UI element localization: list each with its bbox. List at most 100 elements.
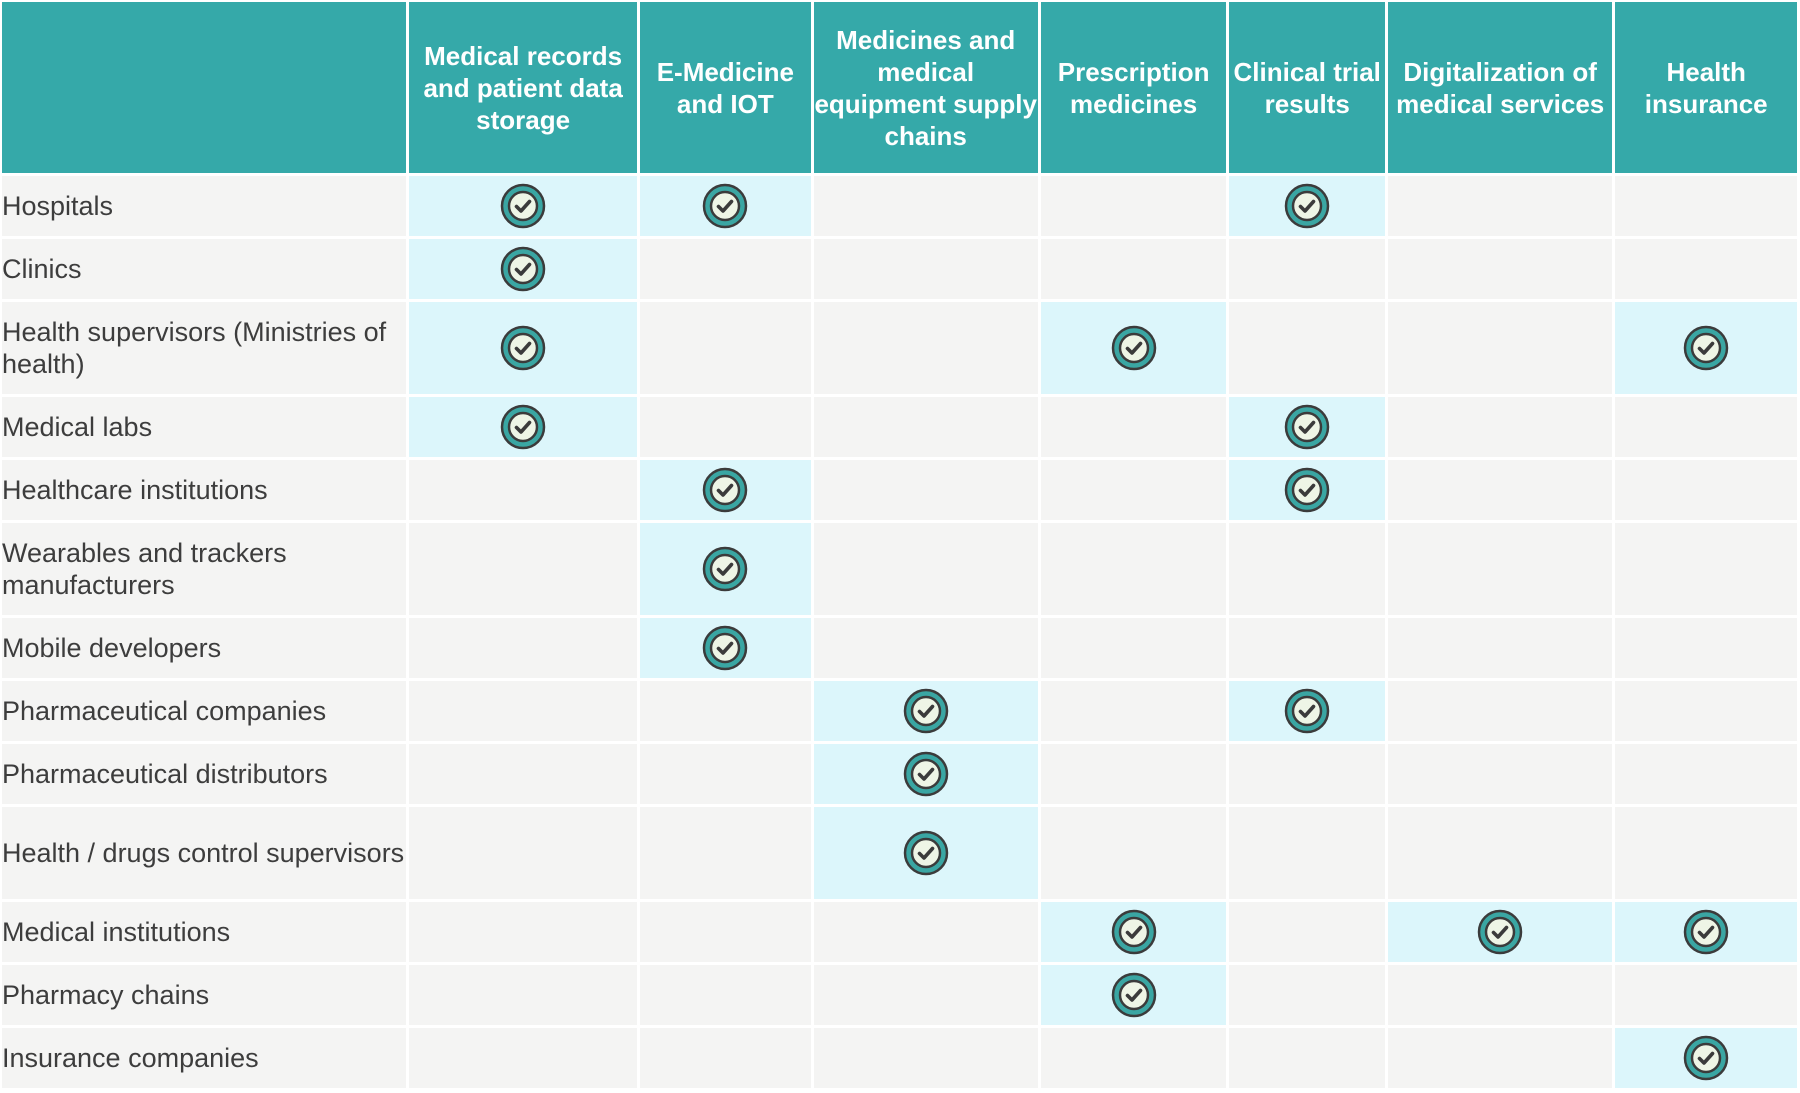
table-row: Insurance companies <box>2 1028 1797 1088</box>
checked-cell <box>409 176 638 236</box>
row-label: Health / drugs control supervisors <box>2 807 407 899</box>
empty-cell <box>1387 397 1613 457</box>
check-circle-icon <box>702 546 748 592</box>
empty-cell <box>1229 902 1385 962</box>
empty-cell <box>813 523 1038 615</box>
checked-cell <box>409 302 638 394</box>
column-header-e-medicine: E-Medicine and IOT <box>640 2 811 173</box>
check-circle-icon <box>702 625 748 671</box>
check-circle-icon <box>1111 325 1157 371</box>
empty-cell <box>1040 397 1227 457</box>
checked-cell <box>1229 176 1385 236</box>
table-row: Health / drugs control supervisors <box>2 807 1797 899</box>
column-header-clinical-trial-results: Clinical trial results <box>1229 2 1385 173</box>
empty-cell <box>1229 965 1385 1025</box>
empty-cell <box>640 902 811 962</box>
row-label: Wearables and trackers manufacturers <box>2 523 407 615</box>
check-circle-icon <box>1284 688 1330 734</box>
empty-cell <box>1615 618 1797 678</box>
empty-cell <box>1040 523 1227 615</box>
row-label: Health supervisors (Ministries of health… <box>2 302 407 394</box>
checked-cell <box>1229 681 1385 741</box>
checked-cell <box>640 460 811 520</box>
row-label: Hospitals <box>2 176 407 236</box>
column-header-digitalization: Digitalization of medical services <box>1387 2 1613 173</box>
table-row: Clinics <box>2 239 1797 299</box>
check-circle-icon <box>702 467 748 513</box>
column-header-supply-chains: Medicines and medical equipment supply c… <box>813 2 1038 173</box>
checked-cell <box>1229 460 1385 520</box>
empty-cell <box>813 302 1038 394</box>
checked-cell <box>409 239 638 299</box>
check-circle-icon <box>500 325 546 371</box>
empty-cell <box>1387 681 1613 741</box>
check-circle-icon <box>903 751 949 797</box>
empty-cell <box>1229 523 1385 615</box>
empty-cell <box>1387 744 1613 804</box>
empty-cell <box>409 902 638 962</box>
checked-cell <box>1040 302 1227 394</box>
empty-cell <box>1040 618 1227 678</box>
empty-cell <box>1229 807 1385 899</box>
checked-cell <box>1615 302 1797 394</box>
checked-cell <box>1615 902 1797 962</box>
check-circle-icon <box>1683 1035 1729 1081</box>
check-circle-icon <box>500 246 546 292</box>
empty-cell <box>1387 239 1613 299</box>
empty-cell <box>1040 239 1227 299</box>
column-header-medical-records: Medical records and patient data storage <box>409 2 638 173</box>
empty-cell <box>640 397 811 457</box>
empty-cell <box>813 397 1038 457</box>
checked-cell <box>640 618 811 678</box>
empty-cell <box>1615 397 1797 457</box>
check-circle-icon <box>903 688 949 734</box>
empty-cell <box>640 807 811 899</box>
empty-cell <box>640 239 811 299</box>
row-label: Clinics <box>2 239 407 299</box>
checked-cell <box>640 176 811 236</box>
check-circle-icon <box>1284 404 1330 450</box>
header-row: Medical records and patient data storage… <box>2 2 1797 173</box>
empty-cell <box>409 523 638 615</box>
check-circle-icon <box>1683 325 1729 371</box>
table-row: Pharmaceutical distributors <box>2 744 1797 804</box>
checked-cell <box>1387 902 1613 962</box>
empty-cell <box>1387 460 1613 520</box>
empty-cell <box>640 965 811 1025</box>
check-circle-icon <box>500 404 546 450</box>
empty-cell <box>813 965 1038 1025</box>
row-label: Medical labs <box>2 397 407 457</box>
empty-cell <box>1615 460 1797 520</box>
checked-cell <box>1040 902 1227 962</box>
check-circle-icon <box>1284 467 1330 513</box>
empty-cell <box>1387 618 1613 678</box>
table-row: Hospitals <box>2 176 1797 236</box>
empty-cell <box>1229 302 1385 394</box>
empty-cell <box>409 807 638 899</box>
column-header-prescription-medicines: Prescription medicines <box>1040 2 1227 173</box>
empty-cell <box>1387 1028 1613 1088</box>
check-circle-icon <box>1683 909 1729 955</box>
row-label: Pharmaceutical distributors <box>2 744 407 804</box>
table-row: Healthcare institutions <box>2 460 1797 520</box>
empty-cell <box>1229 1028 1385 1088</box>
empty-cell <box>813 460 1038 520</box>
empty-cell <box>640 681 811 741</box>
empty-cell <box>1040 807 1227 899</box>
checked-cell <box>1615 1028 1797 1088</box>
empty-cell <box>640 744 811 804</box>
table-row: Medical labs <box>2 397 1797 457</box>
empty-cell <box>1040 1028 1227 1088</box>
empty-cell <box>1040 460 1227 520</box>
empty-cell <box>1615 807 1797 899</box>
corner-header-cell <box>2 2 407 173</box>
check-circle-icon <box>1111 909 1157 955</box>
empty-cell <box>409 965 638 1025</box>
row-label: Healthcare institutions <box>2 460 407 520</box>
empty-cell <box>409 460 638 520</box>
checked-cell <box>813 681 1038 741</box>
row-label: Pharmaceutical companies <box>2 681 407 741</box>
empty-cell <box>640 1028 811 1088</box>
table-row: Mobile developers <box>2 618 1797 678</box>
